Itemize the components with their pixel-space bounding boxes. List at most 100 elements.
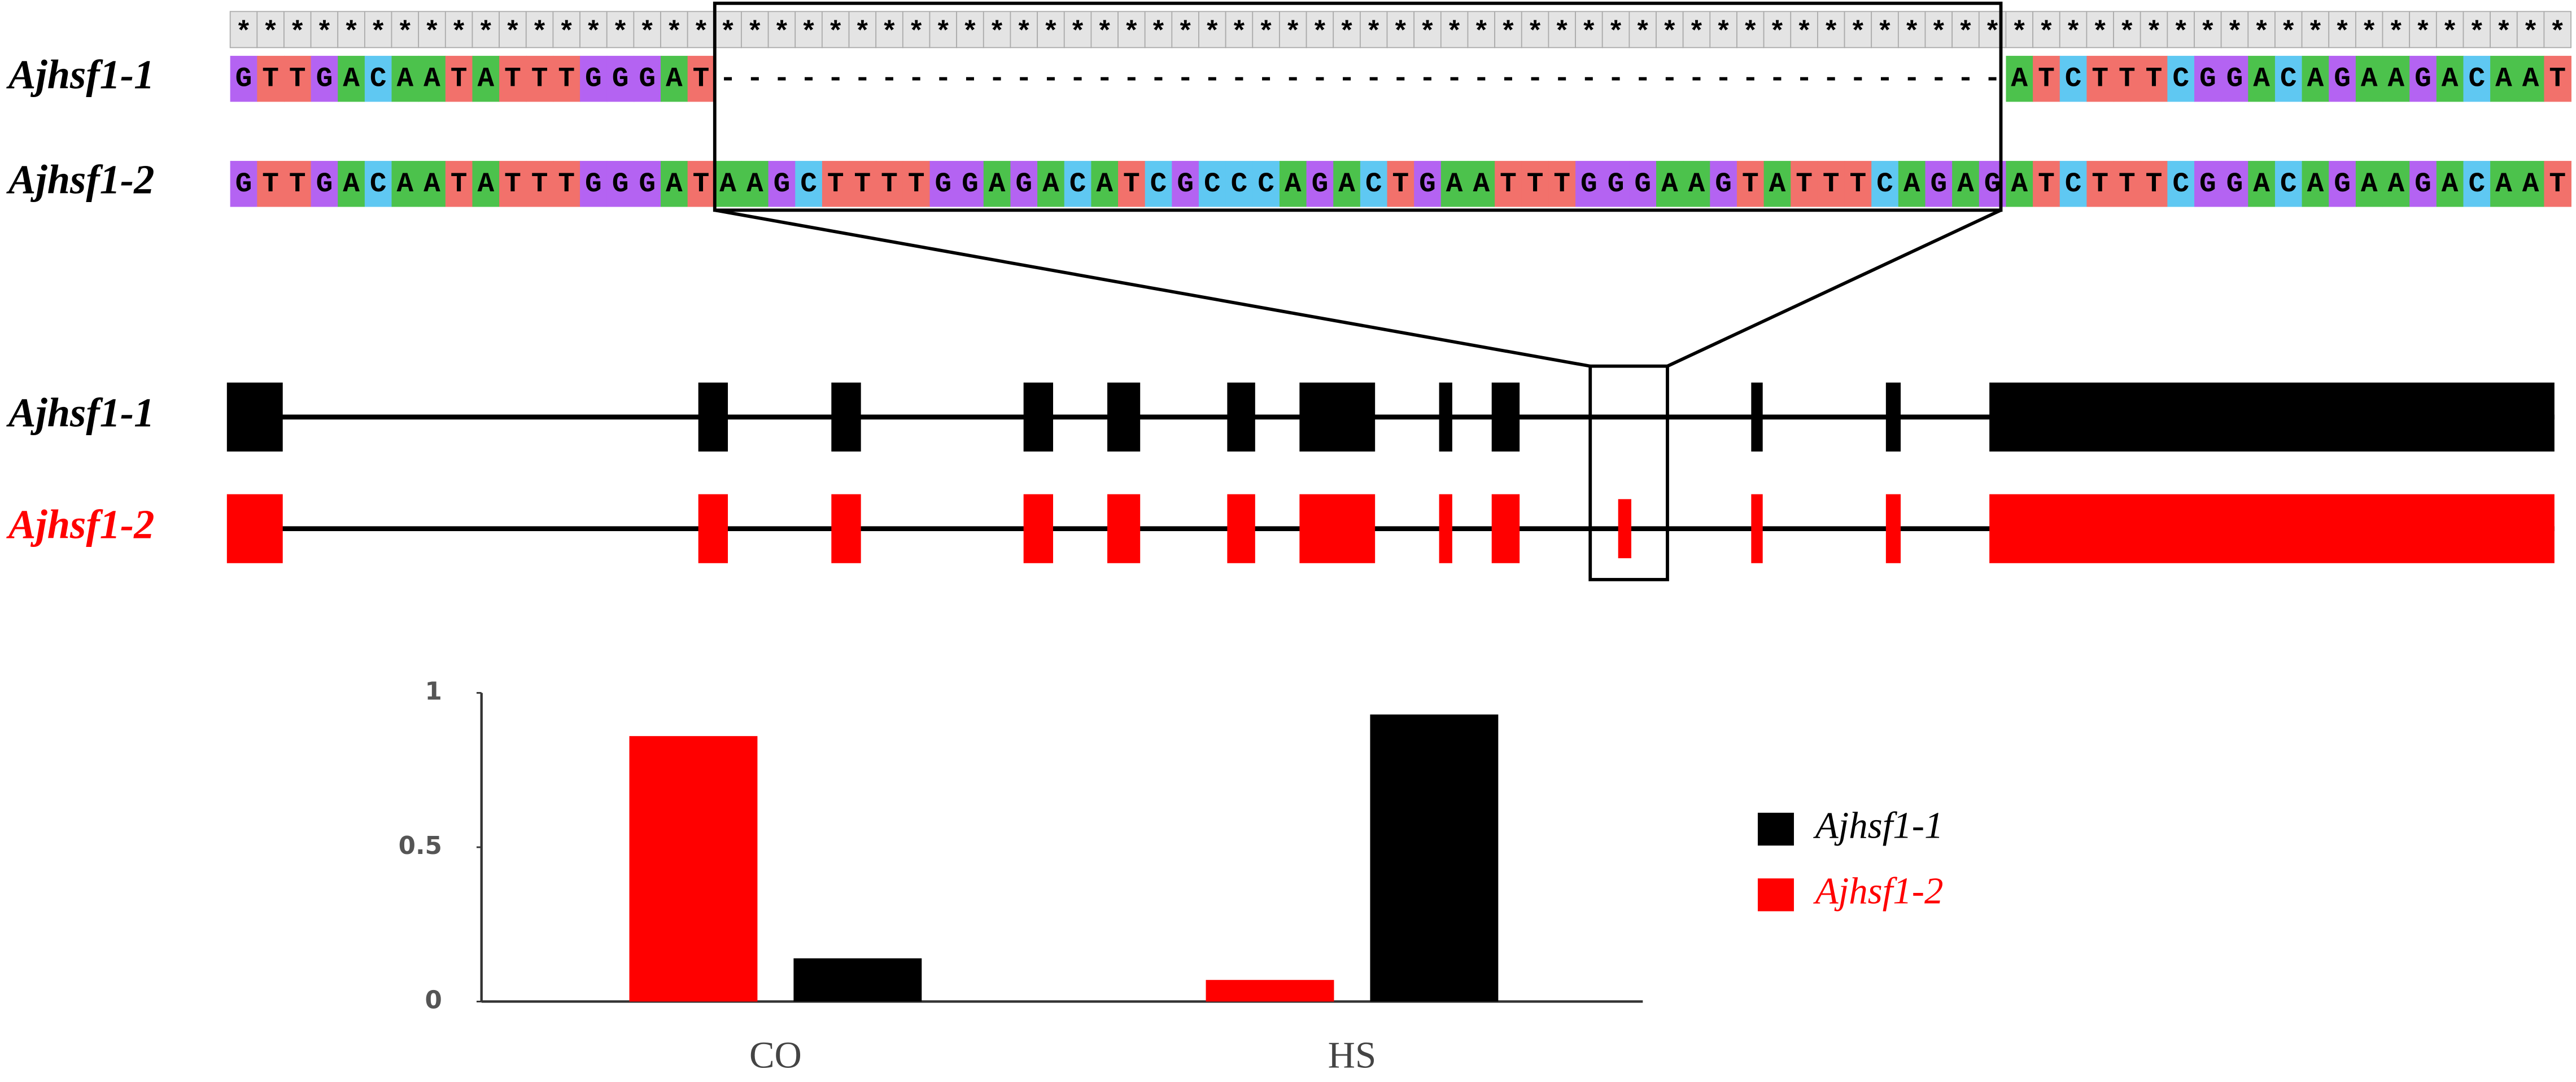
base-cell: [1791, 161, 1818, 207]
conservation-char: *: [612, 17, 629, 49]
conservation-char: *: [693, 17, 710, 49]
conservation-char: *: [235, 17, 252, 49]
conservation-char: *: [558, 17, 575, 49]
base: C: [370, 168, 387, 200]
conservation-char: *: [1258, 17, 1274, 49]
base-cell: [2490, 55, 2518, 102]
base: A: [1446, 168, 1463, 200]
base-cell: [338, 55, 365, 102]
base-cell: [768, 161, 796, 207]
conservation-cell: [660, 11, 688, 49]
conservation-char: *: [1527, 17, 1544, 49]
base: G: [1984, 168, 2001, 200]
exon: [1618, 499, 1631, 559]
base: C: [1150, 168, 1167, 200]
base-cell: [391, 55, 420, 102]
exon: [1491, 494, 1520, 563]
base-cell: [687, 55, 715, 102]
base: A: [1042, 168, 1059, 200]
base: T: [693, 63, 710, 95]
base-cell: [876, 161, 903, 207]
bar: [793, 958, 922, 1002]
conservation-char: *: [666, 17, 683, 49]
conservation-char: *: [2495, 17, 2512, 49]
base-cell: [1468, 161, 1495, 207]
base: C: [2280, 63, 2297, 95]
base: A: [1903, 168, 1920, 200]
conservation-cell: [956, 11, 984, 49]
base: -: [1850, 63, 1867, 95]
base: A: [1338, 168, 1355, 200]
base: C: [2280, 168, 2297, 200]
base: C: [1204, 168, 1221, 200]
conservation-cell: [1628, 11, 1657, 49]
base: -: [1527, 63, 1544, 95]
base: G: [316, 63, 333, 95]
conservation-char: *: [1876, 17, 1893, 49]
conservation-cell: [2543, 11, 2571, 49]
base: C: [1231, 168, 1248, 200]
base: A: [423, 63, 440, 95]
base: -: [1150, 63, 1167, 95]
conservation-cell: [1144, 11, 1173, 49]
base: -: [1123, 63, 1140, 95]
base-cell: [1414, 161, 1442, 207]
base-cell: [257, 55, 285, 102]
base: A: [2307, 63, 2324, 95]
base-cell: [2059, 55, 2088, 102]
base: G: [585, 168, 602, 200]
conservation-char: *: [1796, 17, 1813, 49]
base: T: [1796, 168, 1813, 200]
base: T: [1123, 168, 1140, 200]
base-cell: [311, 55, 339, 102]
conservation-cell: [2274, 11, 2303, 49]
base: -: [1096, 63, 1113, 95]
base: T: [558, 63, 575, 95]
x-tick-label: CO: [749, 1035, 802, 1076]
conservation-cell: [1198, 11, 1226, 49]
conservation-cell: [2328, 11, 2356, 49]
exon: [831, 494, 861, 563]
base: -: [1312, 63, 1329, 95]
conservation-char: *: [2468, 17, 2485, 49]
base: -: [1876, 63, 1893, 95]
conservation-cell: [2167, 11, 2195, 49]
base: A: [343, 63, 360, 95]
conservation-char: *: [451, 17, 468, 49]
conservation-char: *: [2172, 17, 2189, 49]
base-cell: [1575, 161, 1603, 207]
conservation-char: *: [1742, 17, 1759, 49]
zoom-box: [713, 1, 2003, 212]
base-cell: [2194, 55, 2222, 102]
base: T: [504, 168, 521, 200]
base-cell: [1064, 161, 1092, 207]
base: -: [1984, 63, 2001, 95]
base: -: [962, 63, 979, 95]
base-cell: [2517, 161, 2545, 207]
legend-swatch: [1757, 878, 1794, 912]
base: A: [1096, 168, 1113, 200]
conservation-char: *: [1096, 17, 1113, 49]
base-cell: [445, 55, 473, 102]
exon: [1107, 494, 1141, 563]
conservation-char: *: [2199, 17, 2216, 49]
base: G: [235, 168, 252, 200]
conservation-cell: [1117, 11, 1146, 49]
conservation-char: *: [774, 17, 791, 49]
base: G: [1312, 168, 1329, 200]
base: -: [1231, 63, 1248, 95]
conservation-char: *: [1069, 17, 1086, 49]
base: A: [2442, 168, 2459, 200]
base: A: [2253, 63, 2270, 95]
base-cell: [1440, 161, 1469, 207]
base: G: [1715, 168, 1732, 200]
exon: [1751, 382, 1763, 452]
base-cell: [714, 161, 742, 207]
base: T: [1742, 168, 1759, 200]
sequence-label: Ajhsf1-2: [6, 156, 155, 202]
base: T: [854, 168, 871, 200]
base: T: [2549, 168, 2566, 200]
conservation-cell: [2301, 11, 2330, 49]
base: T: [1527, 168, 1544, 200]
base: A: [2495, 168, 2512, 200]
